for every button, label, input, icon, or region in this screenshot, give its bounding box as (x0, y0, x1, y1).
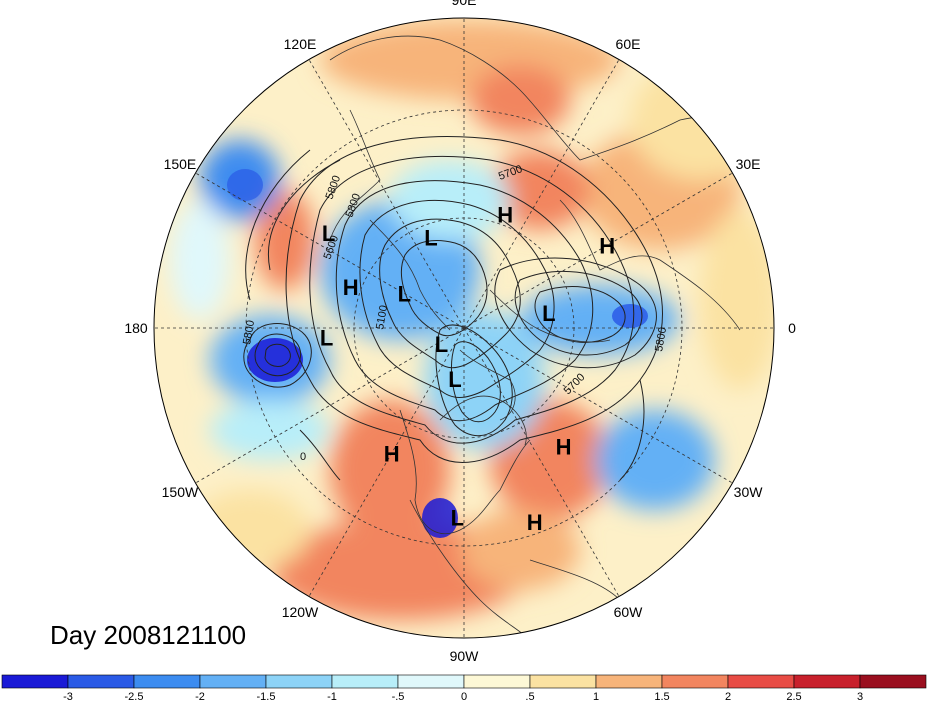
low-pressure-label: L (322, 221, 335, 246)
colorbar-tick-label: -.5 (392, 691, 405, 702)
map-boundary (153, 17, 775, 639)
high-pressure-label: H (497, 203, 513, 228)
longitude-label: 60E (616, 36, 641, 52)
colorbar-swatch (529, 674, 597, 689)
longitude-label: 120E (284, 36, 317, 52)
colorbar-tick-label: 2.5 (786, 691, 801, 702)
anomaly-field (154, 18, 774, 638)
high-pressure-label: H (527, 510, 543, 535)
meridian-line (463, 59, 620, 329)
colorbar-swatch (727, 674, 795, 689)
longitude-label: 120W (282, 604, 319, 620)
colorbar-swatch (67, 674, 135, 689)
colorbar-swatch (793, 674, 861, 689)
colorbar-tick-label: 1 (593, 691, 599, 702)
colorbar-tick-label: -1 (327, 691, 337, 702)
colorbar-swatch (1, 674, 69, 689)
low-pressure-label: L (542, 301, 555, 326)
contour-label: 0 (300, 451, 306, 463)
colorbar: -3 -2.5 -2 -1.5 -1 -.5 0 .5 1 1.5 2 2.5 3 (1, 674, 927, 702)
high-pressure-label: H (343, 275, 359, 300)
meridian-line (308, 327, 465, 597)
low-pressure-label: L (398, 282, 411, 307)
contour-label: 5100 (374, 304, 390, 330)
colorbar-tick-label: 3 (857, 691, 863, 702)
colorbar-swatch (331, 674, 399, 689)
meridian-line (195, 327, 465, 484)
longitude-label: 30W (734, 484, 764, 500)
longitude-label: 60W (614, 604, 644, 620)
longitude-label: 0 (788, 320, 796, 336)
low-pressure-label: L (435, 332, 448, 357)
contour-label: 5800 (241, 319, 257, 345)
colorbar-swatch (859, 674, 927, 689)
colorbar-swatch (397, 674, 465, 689)
meridian-line (308, 59, 465, 329)
longitude-label: 180 (124, 320, 148, 336)
colorbar-swatch (661, 674, 729, 689)
colorbar-tick-label: 1.5 (654, 691, 669, 702)
colorbar-tick-label: -3 (63, 691, 73, 702)
longitude-label: 150E (164, 156, 197, 172)
longitude-labels: 90E 60E 30E 0 30W 60W 90W 120W 150W 180 150E 120E (124, 0, 796, 664)
low-pressure-label: L (451, 505, 464, 530)
graticule (154, 18, 774, 638)
high-pressure-label: H (556, 435, 572, 460)
longitude-label: 150W (162, 484, 199, 500)
colorbar-tick-label: 0 (461, 691, 467, 702)
meridian-line (195, 172, 465, 329)
colorbar-swatch (595, 674, 663, 689)
colorbar-tick-label: -2.5 (125, 691, 144, 702)
colorbar-tick-label: -2 (195, 691, 205, 702)
low-pressure-label: L (448, 367, 461, 392)
contour-label: 5800 (653, 326, 669, 352)
longitude-label: 90E (452, 0, 477, 8)
colorbar-swatch (463, 674, 531, 689)
low-pressure-label: L (320, 326, 333, 351)
colorbar-tick-label: 2 (725, 691, 731, 702)
longitude-label: 30E (736, 156, 761, 172)
colorbar-tick-label: .5 (525, 691, 534, 702)
contour-labels: 5800 5600 5800 5700 5700 5800 5800 5100 … (241, 163, 669, 463)
colorbar-tick-label: -1.5 (257, 691, 276, 702)
meridian-line (463, 172, 733, 329)
low-pressure-label: L (424, 225, 437, 250)
colorbar-swatch (199, 674, 267, 689)
height-contours (243, 136, 663, 481)
meridian-line (463, 327, 733, 484)
high-pressure-label: H (599, 233, 615, 258)
date-caption: Day 2008121100 (50, 620, 247, 650)
meridian-line (463, 327, 620, 597)
longitude-label: 90W (450, 648, 480, 664)
high-pressure-label: H (384, 441, 400, 466)
colorbar-swatch (133, 674, 201, 689)
colorbar-swatch (265, 674, 333, 689)
